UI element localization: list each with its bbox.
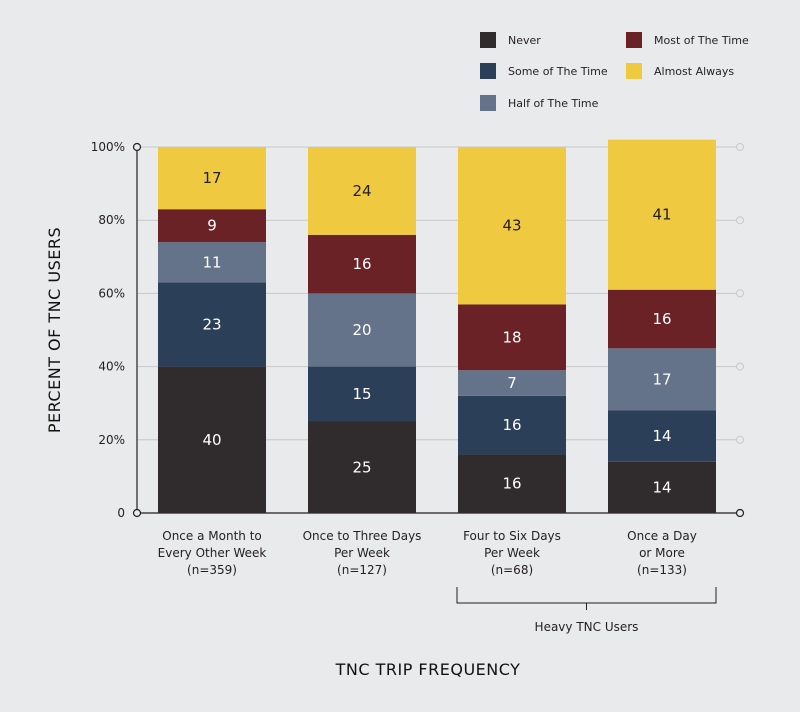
category-label: Four to Six Days [463, 529, 561, 543]
gridline-end-marker [736, 216, 744, 225]
legend-swatch [480, 32, 496, 48]
y-tick-label: 60% [98, 286, 125, 300]
y-tick-label: 40% [98, 360, 125, 374]
bar-segment [458, 395, 566, 455]
bar-segment [458, 454, 566, 513]
bars: 40 23 11 9 17 25 15 20 16 24 16 16 7 18 43 14 14 17 16 41 [158, 139, 716, 513]
bar-segment [158, 366, 266, 513]
bar-segment [308, 293, 416, 367]
category-label: Every Other Week [158, 546, 267, 560]
y-axis-end-marker [132, 142, 142, 152]
x-axis-title: TNC TRIP FREQUENCY [335, 660, 521, 679]
data-label: 20 [352, 321, 371, 339]
y-axis-title: PERCENT OF TNC USERS [45, 227, 64, 433]
category-label: or More [639, 546, 685, 560]
legend-label: Almost Always [654, 65, 734, 78]
gridline-end-marker [736, 143, 744, 151]
data-label: 23 [202, 316, 221, 334]
bar-segment [158, 242, 266, 283]
category-labels: Once a Month to Every Other Week (n=359) On… [158, 529, 697, 577]
data-label: 7 [507, 374, 517, 392]
bar-segment [308, 421, 416, 513]
category-label: Once a Month to [162, 529, 262, 543]
bracket-label: Heavy TNC Users [535, 620, 639, 634]
gridline-end-marker [736, 289, 744, 298]
bar-segment [308, 366, 416, 422]
legend-label: Most of The Time [654, 34, 749, 47]
bar-segment [158, 282, 266, 367]
legend-swatch [626, 32, 642, 48]
bracket-line [456, 587, 717, 604]
data-label: 16 [502, 416, 521, 434]
data-label: 11 [202, 253, 221, 271]
data-label: 15 [352, 385, 371, 403]
data-label: 25 [352, 458, 371, 476]
bar-segment [608, 461, 716, 513]
data-label: 16 [652, 310, 671, 328]
bar-segment [608, 410, 716, 462]
data-label: 18 [502, 328, 521, 346]
category-label: (n=68) [491, 563, 533, 577]
bar-segment [158, 209, 266, 243]
y-tick-label: 80% [98, 213, 125, 227]
category-label: Once to Three Days [303, 529, 422, 543]
bar-segment [308, 147, 416, 235]
legend-swatch [480, 95, 496, 111]
data-label: 14 [652, 427, 671, 445]
bar-segment [608, 348, 716, 411]
legend-swatch [480, 63, 496, 79]
category-label: (n=127) [337, 563, 387, 577]
legend-label: Never [508, 34, 541, 47]
data-label: 40 [202, 431, 221, 449]
category-label: Once a Day [627, 529, 697, 543]
x-axis-end-marker [735, 508, 745, 518]
heavy-users-bracket: Heavy TNC Users [456, 587, 717, 634]
gridline-end-marker [736, 435, 744, 444]
bar-segment [158, 147, 266, 210]
data-label: 41 [652, 206, 671, 224]
data-label: 14 [652, 478, 671, 496]
legend: Never Some of The Time Half of The Time Mos… [480, 32, 749, 111]
legend-swatch [626, 63, 642, 79]
origin-marker [132, 508, 142, 518]
y-tick-label: 0 [117, 506, 125, 520]
data-label: 17 [652, 370, 671, 388]
data-label: 16 [502, 475, 521, 493]
data-label: 43 [502, 217, 521, 235]
data-label: 17 [202, 169, 221, 187]
bar-segment [608, 289, 716, 349]
bar-segment [458, 304, 566, 371]
y-tick-label: 20% [98, 433, 125, 447]
data-label: 24 [352, 182, 371, 200]
bar-segment [458, 147, 566, 305]
legend-label: Half of The Time [508, 97, 599, 110]
bar-segment [458, 370, 566, 396]
category-label: (n=359) [187, 563, 237, 577]
legend-label: Some of The Time [508, 65, 608, 78]
gridline-end-marker [736, 362, 744, 371]
bar-segment [608, 139, 716, 290]
data-label: 16 [352, 255, 371, 273]
category-label: Per Week [334, 546, 390, 560]
category-label: Per Week [484, 546, 540, 560]
bar-segment [308, 234, 416, 294]
y-tick-label: 100% [91, 140, 125, 154]
data-label: 9 [207, 217, 217, 235]
category-label: (n=133) [637, 563, 687, 577]
